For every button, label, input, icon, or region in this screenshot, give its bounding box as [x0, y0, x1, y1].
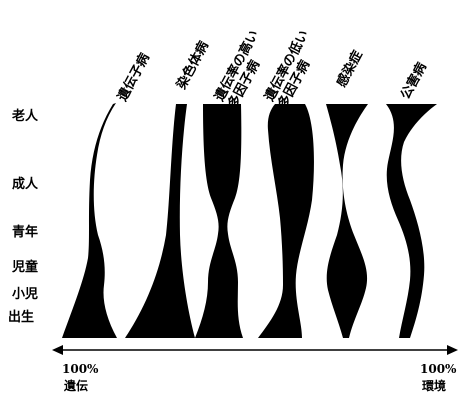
age-label-child: 児童	[11, 259, 38, 275]
axis-right-arrowhead	[447, 345, 458, 355]
age-label-birth: 出生	[8, 309, 34, 325]
axis-right-label: 環境	[422, 378, 446, 393]
disease-label-genetic-disease: 遺伝子病	[114, 50, 153, 104]
age-label-elderly: 老人	[11, 108, 39, 124]
axis-left-percent: 100%	[62, 362, 99, 376]
axis-right-percent: 100%	[420, 362, 457, 376]
shape-genetic-disease	[62, 103, 117, 338]
disease-label-infectious-disease: 感染症	[333, 48, 365, 90]
axis-left-label: 遺伝	[63, 378, 88, 393]
age-label-infant: 小児	[12, 287, 38, 302]
age-label-adult: 成人	[12, 176, 39, 192]
disease-label-pollution-disease: 公害病	[397, 60, 429, 102]
shape-chromosomal-disease	[125, 104, 195, 338]
shape-low-heritability-multifactorial	[258, 104, 314, 338]
shape-high-heritability-multifactorial	[195, 104, 243, 338]
shape-infectious-disease	[326, 104, 368, 338]
axis-left-arrowhead	[52, 345, 63, 355]
shape-pollution-disease	[386, 104, 437, 338]
disease-label-chromosomal-disease: 染色体病	[173, 38, 212, 92]
age-label-youth: 青年	[12, 224, 38, 240]
